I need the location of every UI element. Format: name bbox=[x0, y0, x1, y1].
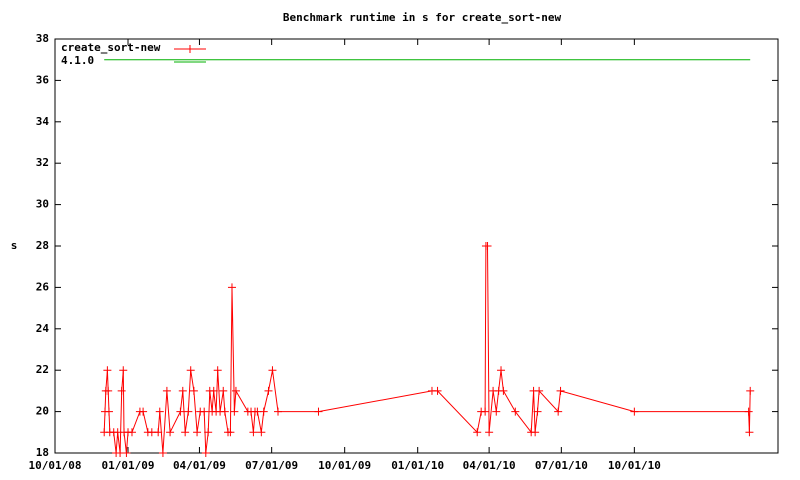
point-marker bbox=[184, 407, 193, 416]
point-marker bbox=[220, 407, 229, 416]
point-marker bbox=[554, 407, 563, 416]
point-marker bbox=[162, 386, 171, 395]
point-marker bbox=[154, 428, 163, 437]
x-tick-label: 10/01/08 bbox=[29, 459, 82, 472]
point-marker bbox=[104, 386, 113, 395]
point-marker bbox=[746, 386, 755, 395]
y-tick-label: 34 bbox=[36, 115, 50, 128]
point-marker bbox=[219, 386, 228, 395]
y-axis-label: s bbox=[11, 239, 18, 252]
point-marker bbox=[257, 428, 266, 437]
point-marker bbox=[473, 428, 482, 437]
point-marker bbox=[497, 366, 506, 375]
point-marker bbox=[231, 386, 240, 395]
point-marker bbox=[499, 386, 508, 395]
point-marker bbox=[117, 386, 126, 395]
point-marker bbox=[535, 386, 544, 395]
point-marker bbox=[226, 428, 235, 437]
point-marker bbox=[268, 366, 277, 375]
point-marker bbox=[264, 386, 273, 395]
y-tick-label: 22 bbox=[36, 363, 49, 376]
y-tick-label: 20 bbox=[36, 405, 49, 418]
y-tick-label: 38 bbox=[36, 32, 49, 45]
x-tick-label: 07/01/10 bbox=[535, 459, 588, 472]
point-marker bbox=[274, 407, 283, 416]
point-marker bbox=[630, 407, 639, 416]
x-tick-label: 04/01/09 bbox=[173, 459, 226, 472]
point-marker bbox=[483, 242, 492, 250]
point-marker bbox=[744, 407, 753, 416]
point-marker bbox=[200, 407, 209, 416]
point-marker bbox=[314, 407, 323, 416]
x-tick-label: 10/01/10 bbox=[608, 459, 661, 472]
legend-label: create_sort-new bbox=[61, 41, 161, 54]
y-tick-label: 32 bbox=[36, 156, 49, 169]
legend-marker bbox=[186, 45, 194, 53]
point-marker bbox=[104, 407, 113, 416]
point-marker bbox=[119, 366, 128, 375]
x-tick-label: 01/01/10 bbox=[391, 459, 444, 472]
point-marker bbox=[230, 407, 239, 416]
y-tick-label: 28 bbox=[36, 239, 49, 252]
y-tick-label: 30 bbox=[36, 198, 49, 211]
point-marker bbox=[556, 386, 565, 395]
point-marker bbox=[139, 407, 148, 416]
point-marker bbox=[193, 428, 202, 437]
point-marker bbox=[533, 407, 542, 416]
point-marker bbox=[213, 366, 222, 375]
point-marker bbox=[178, 386, 187, 395]
point-marker bbox=[433, 386, 442, 395]
point-marker bbox=[511, 407, 520, 416]
y-tick-label: 18 bbox=[36, 446, 49, 459]
chart-title: Benchmark runtime in s for create_sort-n… bbox=[283, 11, 562, 24]
y-tick-label: 26 bbox=[36, 280, 50, 293]
point-marker bbox=[189, 386, 198, 395]
point-marker bbox=[745, 428, 754, 437]
point-marker bbox=[481, 407, 490, 416]
point-marker bbox=[259, 407, 268, 416]
y-tick-label: 36 bbox=[36, 73, 50, 86]
point-marker bbox=[166, 428, 175, 437]
point-marker bbox=[176, 407, 185, 416]
point-marker bbox=[227, 283, 236, 292]
point-marker bbox=[103, 366, 112, 375]
point-marker bbox=[485, 428, 494, 437]
legend-label: 4.1.0 bbox=[61, 54, 94, 67]
point-marker bbox=[492, 407, 501, 416]
point-marker bbox=[155, 407, 164, 416]
point-marker bbox=[181, 428, 190, 437]
point-marker bbox=[122, 449, 131, 457]
point-marker bbox=[127, 428, 136, 437]
point-marker bbox=[201, 449, 210, 457]
point-marker bbox=[249, 428, 258, 437]
x-tick-label: 01/01/09 bbox=[102, 459, 155, 472]
point-marker bbox=[531, 428, 540, 437]
x-tick-label: 07/01/09 bbox=[245, 459, 298, 472]
point-marker bbox=[186, 366, 195, 375]
point-marker bbox=[158, 449, 167, 457]
point-marker bbox=[204, 428, 213, 437]
point-marker bbox=[209, 386, 218, 395]
y-tick-label: 24 bbox=[36, 322, 50, 335]
x-tick-label: 10/01/09 bbox=[318, 459, 371, 472]
x-tick-label: 04/01/10 bbox=[463, 459, 516, 472]
